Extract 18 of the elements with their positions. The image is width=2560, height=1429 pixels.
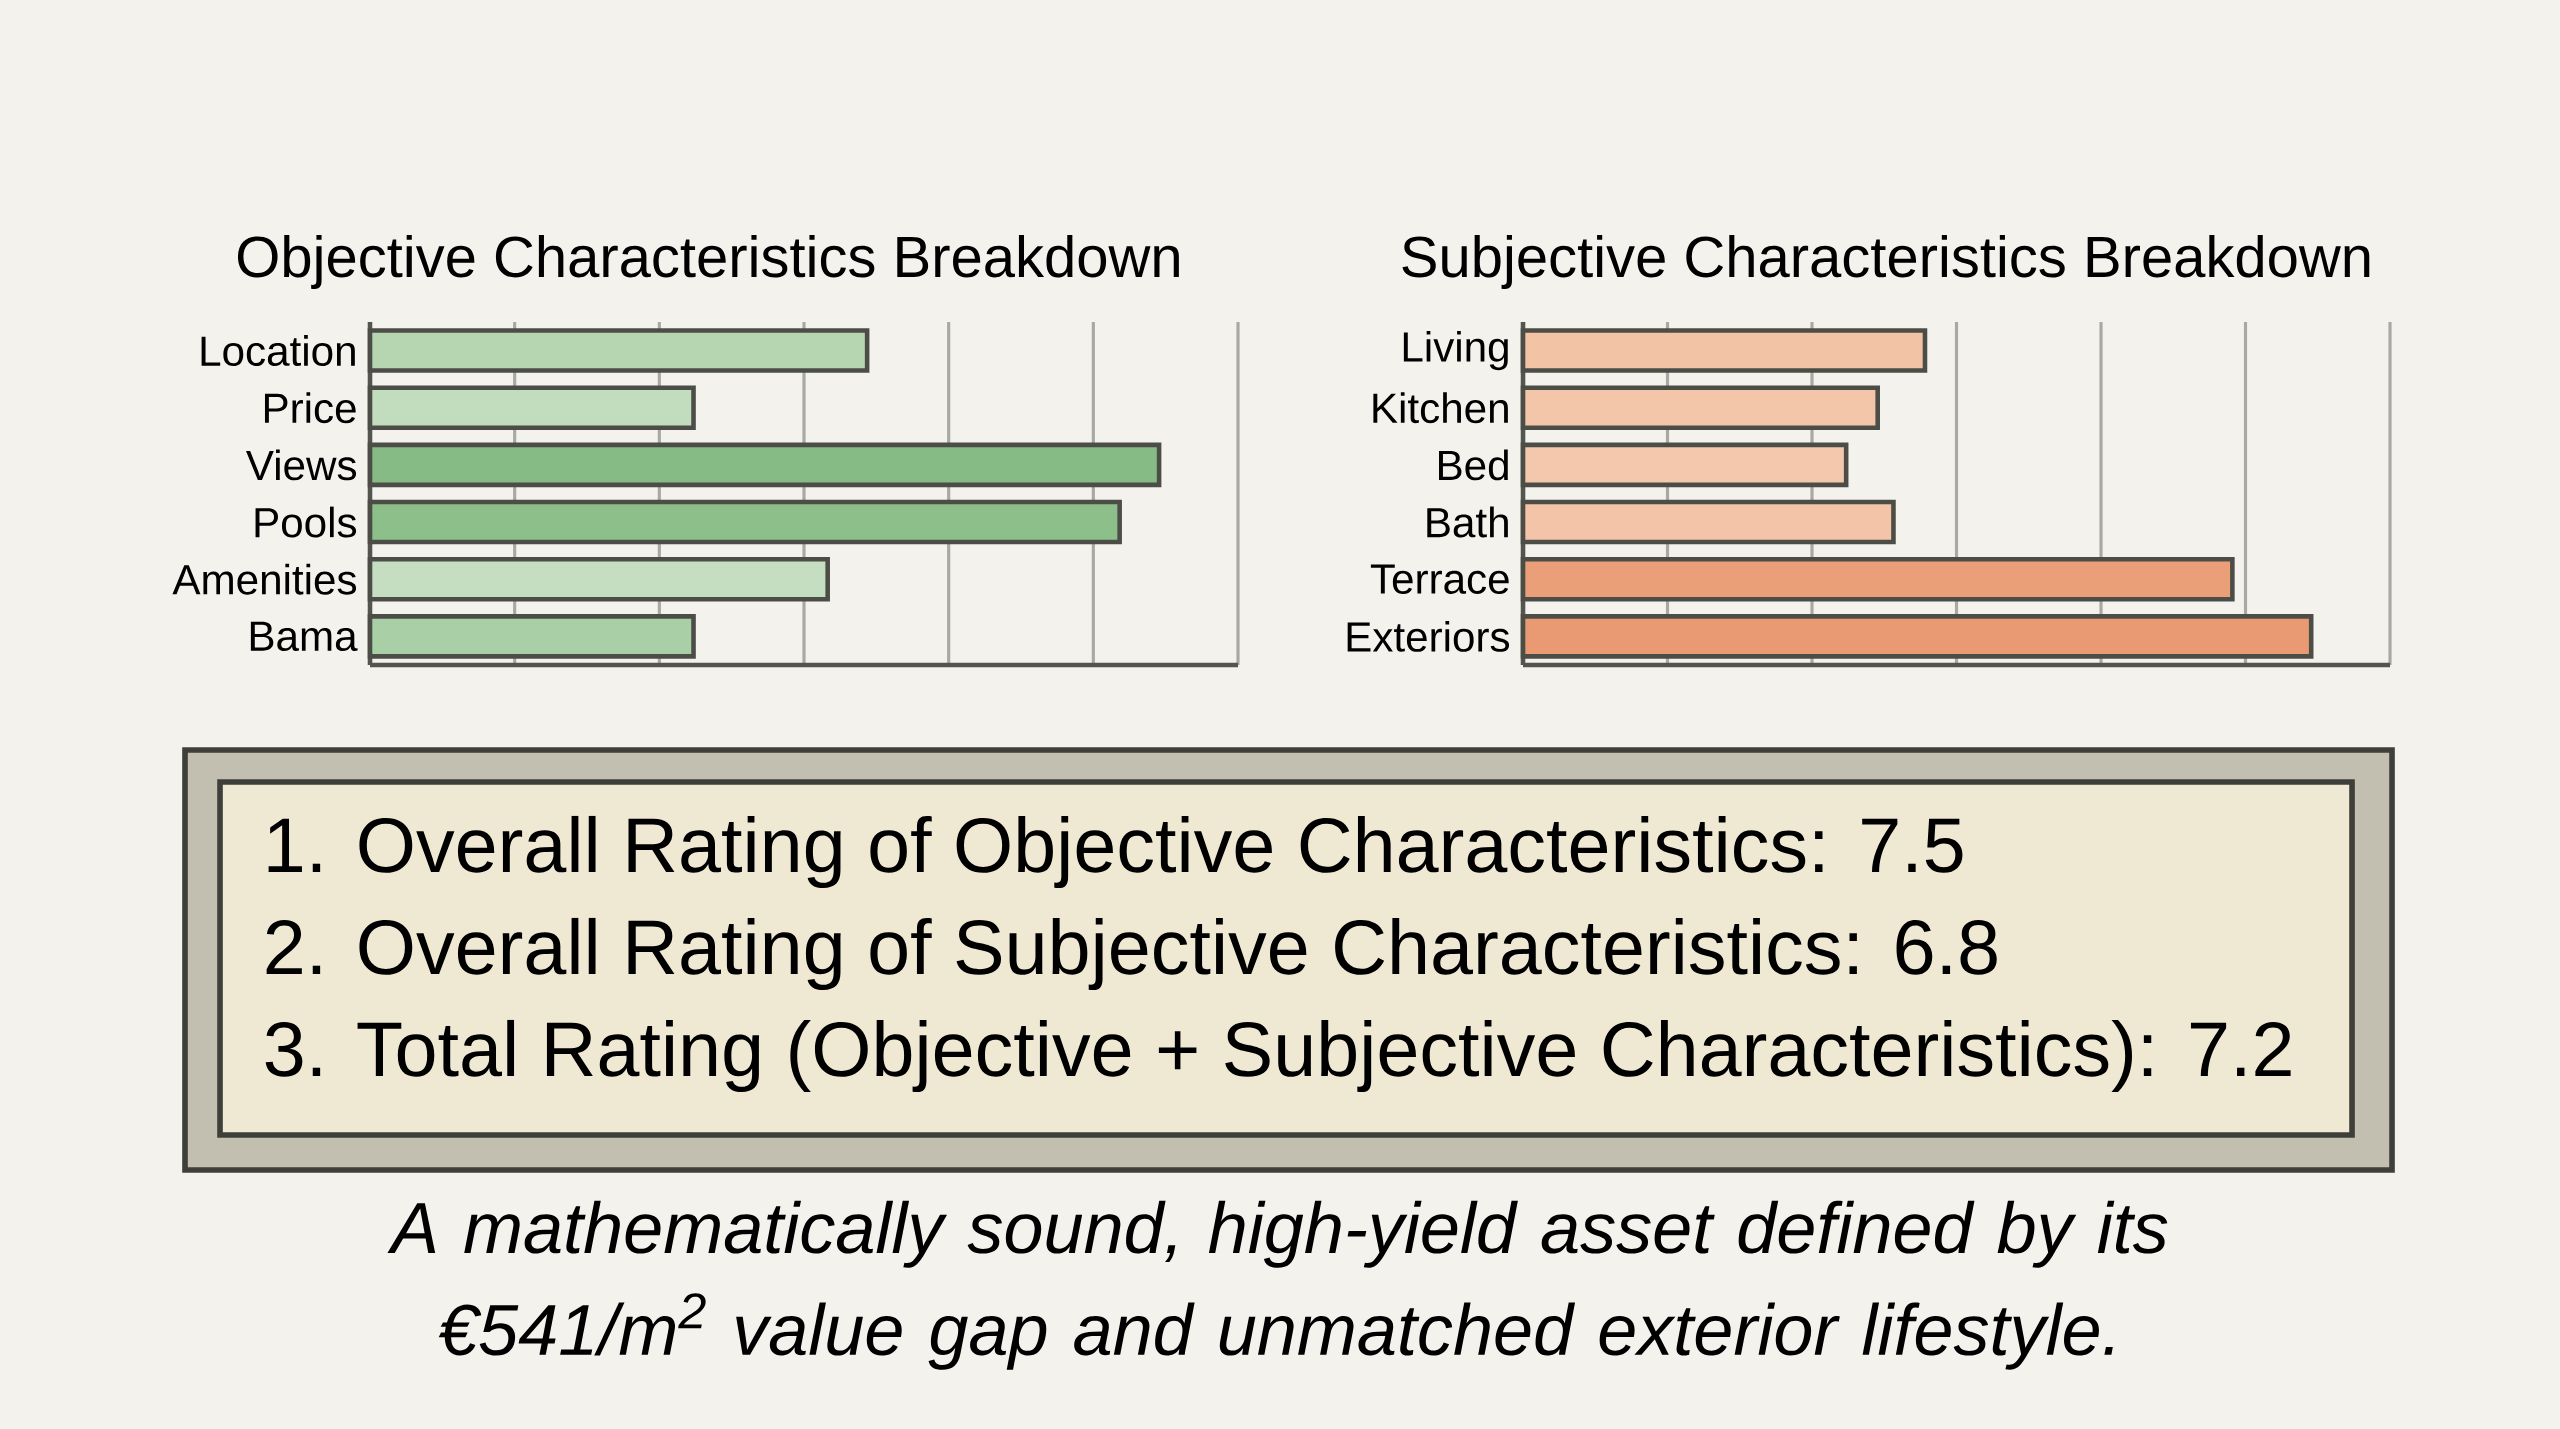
y-tick-label: Location (201, 335, 355, 367)
y-tick-label: Views (246, 449, 357, 481)
y-tick-label: Living (1403, 330, 1508, 371)
y-tick-label: Bed (1439, 449, 1508, 481)
y-tick-label: Pools (255, 506, 357, 538)
text: 2. Overall Rating of Subjective Characteristics: 6.8 (266, 917, 1997, 991)
text: A mathematically sound, high-yield asset defined by its €541/m$^{2}$ value gap and unmatched exterior lifestyle. (387, 1200, 2168, 1370)
y-tick-label: Price (264, 392, 356, 424)
text: 1. Overall Rating of Objective Characteristics: 7.5 (268, 815, 1963, 889)
y-tick-label: Exteriors (1347, 620, 1510, 652)
chart-title: Subjective Characteristics Breakdown (1402, 234, 2370, 289)
y-tick-label: Bath (1427, 506, 1508, 538)
y-tick-label: Kitchen (1373, 392, 1508, 424)
chart-title: Objective Characteristics Breakdown (237, 234, 1179, 289)
y-tick-label: Terrace (1370, 564, 1509, 594)
y-tick-label: Amenities (172, 563, 357, 595)
text: 3. Total Rating (Objective + Subjective Characteristics): 7.2 (265, 1019, 2291, 1093)
y-tick-label: Bama (250, 621, 358, 652)
